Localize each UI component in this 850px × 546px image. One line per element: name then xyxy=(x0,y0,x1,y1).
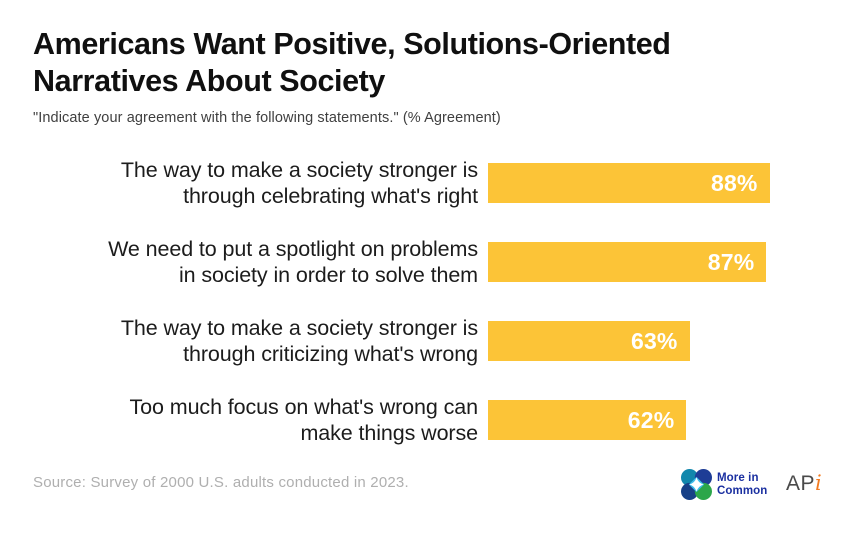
more-in-common-logo-icon xyxy=(681,469,712,500)
bar: 62% xyxy=(488,400,687,440)
api-logo: APi xyxy=(786,471,822,496)
bar-value-label: 62% xyxy=(627,406,675,433)
bar-row: Too much focus on what's wrong can make … xyxy=(0,395,850,445)
category-label: The way to make a society stronger is th… xyxy=(120,158,478,208)
bar-chart: The way to make a society stronger is th… xyxy=(0,158,850,479)
bar-value-label: 88% xyxy=(710,169,758,196)
page-title: Americans Want Positive, Solutions-Orien… xyxy=(33,27,671,98)
bar: 63% xyxy=(488,321,690,361)
category-label: We need to put a spotlight on problems i… xyxy=(108,237,478,287)
bar-row: We need to put a spotlight on problems i… xyxy=(0,237,850,287)
category-label: The way to make a society stronger is th… xyxy=(120,316,478,366)
api-logo-ap: AP xyxy=(786,472,816,495)
more-in-common-wordmark: More in Common xyxy=(717,472,768,497)
bar-row: The way to make a society stronger is th… xyxy=(0,316,850,366)
bar: 88% xyxy=(488,163,770,203)
api-logo-i: i xyxy=(815,471,823,495)
bar-value-label: 87% xyxy=(707,248,755,275)
category-label: Too much focus on what's wrong can make … xyxy=(129,395,479,445)
bar: 87% xyxy=(488,242,767,282)
page-subtitle: "Indicate your agreement with the follow… xyxy=(33,110,501,126)
source-note: Source: Survey of 2000 U.S. adults condu… xyxy=(33,474,409,491)
bar-value-label: 63% xyxy=(630,327,678,354)
bar-row: The way to make a society stronger is th… xyxy=(0,158,850,208)
